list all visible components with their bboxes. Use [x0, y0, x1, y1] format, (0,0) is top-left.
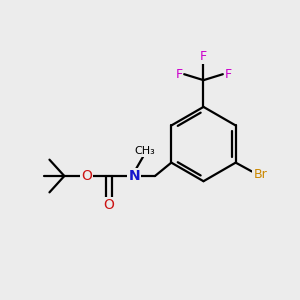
Text: CH₃: CH₃ — [134, 146, 155, 156]
Text: N: N — [128, 169, 140, 183]
Text: F: F — [175, 68, 182, 81]
Text: Br: Br — [254, 168, 267, 181]
Text: F: F — [200, 50, 207, 63]
Text: O: O — [81, 169, 92, 183]
Text: F: F — [225, 68, 232, 81]
Text: O: O — [103, 198, 114, 212]
